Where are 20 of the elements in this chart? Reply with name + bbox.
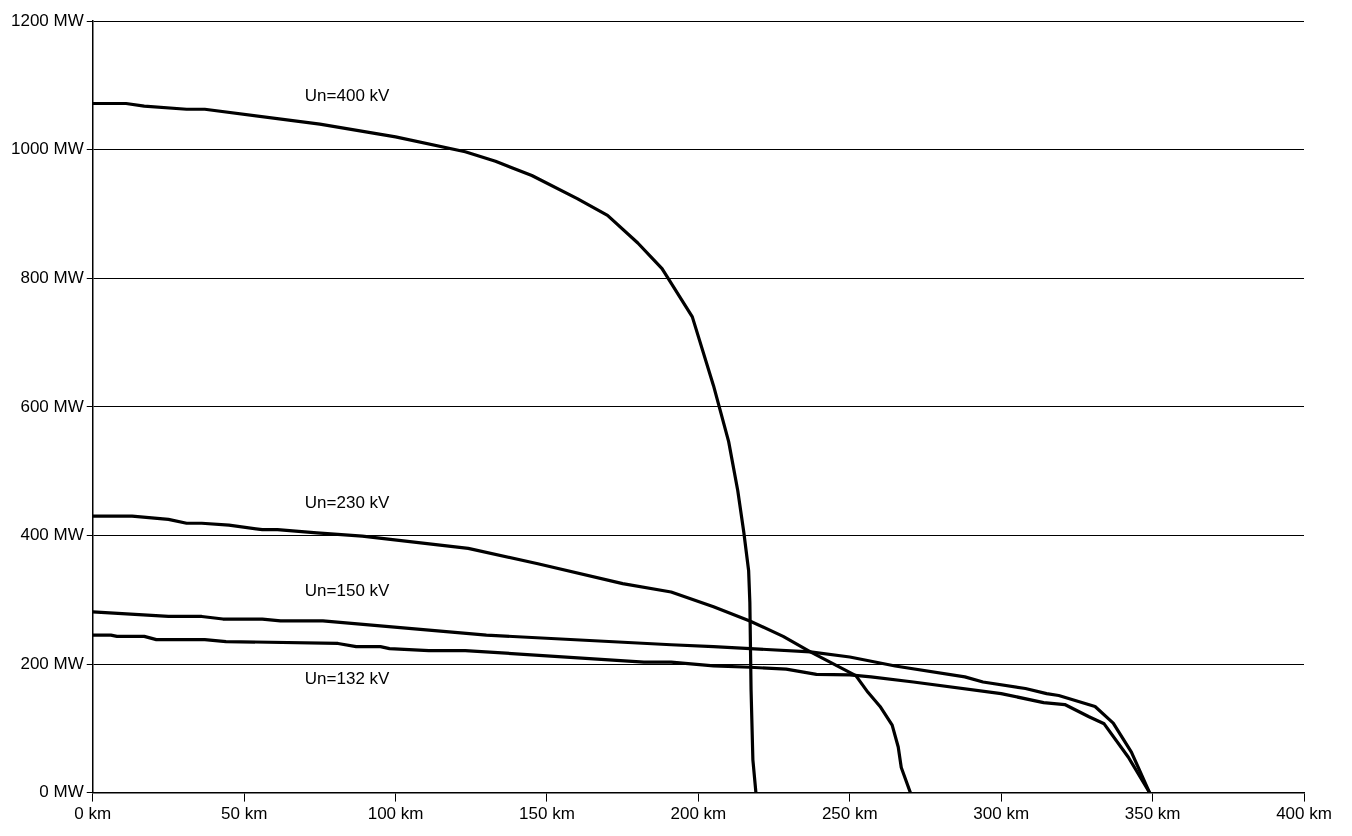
y-tick-label: 1000 MW: [11, 139, 84, 159]
series-label: Un=150 kV: [304, 580, 391, 600]
series-label: Un=132 kV: [304, 668, 391, 688]
series-label: Un=400 kV: [304, 86, 391, 106]
x-tick-label: 150 km: [519, 804, 575, 824]
x-tick-label: 50 km: [221, 804, 268, 824]
x-tick-label: 300 km: [973, 804, 1030, 824]
y-tick-label: 0 MW: [39, 782, 84, 802]
x-tick-label: 100 km: [367, 804, 424, 824]
y-tick-label: 800 MW: [20, 268, 84, 288]
y-tick-label: 400 MW: [20, 525, 84, 545]
y-tick-label: 600 MW: [20, 396, 84, 416]
y-tick-label: 1200 MW: [11, 10, 84, 30]
x-tick-label: 250 km: [821, 804, 878, 824]
x-tick-label: 200 km: [670, 804, 727, 824]
series-label: Un=230 kV: [304, 492, 391, 512]
y-tick-label: 200 MW: [20, 653, 84, 673]
x-tick-label: 350 km: [1124, 804, 1181, 824]
x-tick-label: 0 km: [74, 804, 112, 824]
x-tick-label: 400 km: [1276, 804, 1332, 824]
